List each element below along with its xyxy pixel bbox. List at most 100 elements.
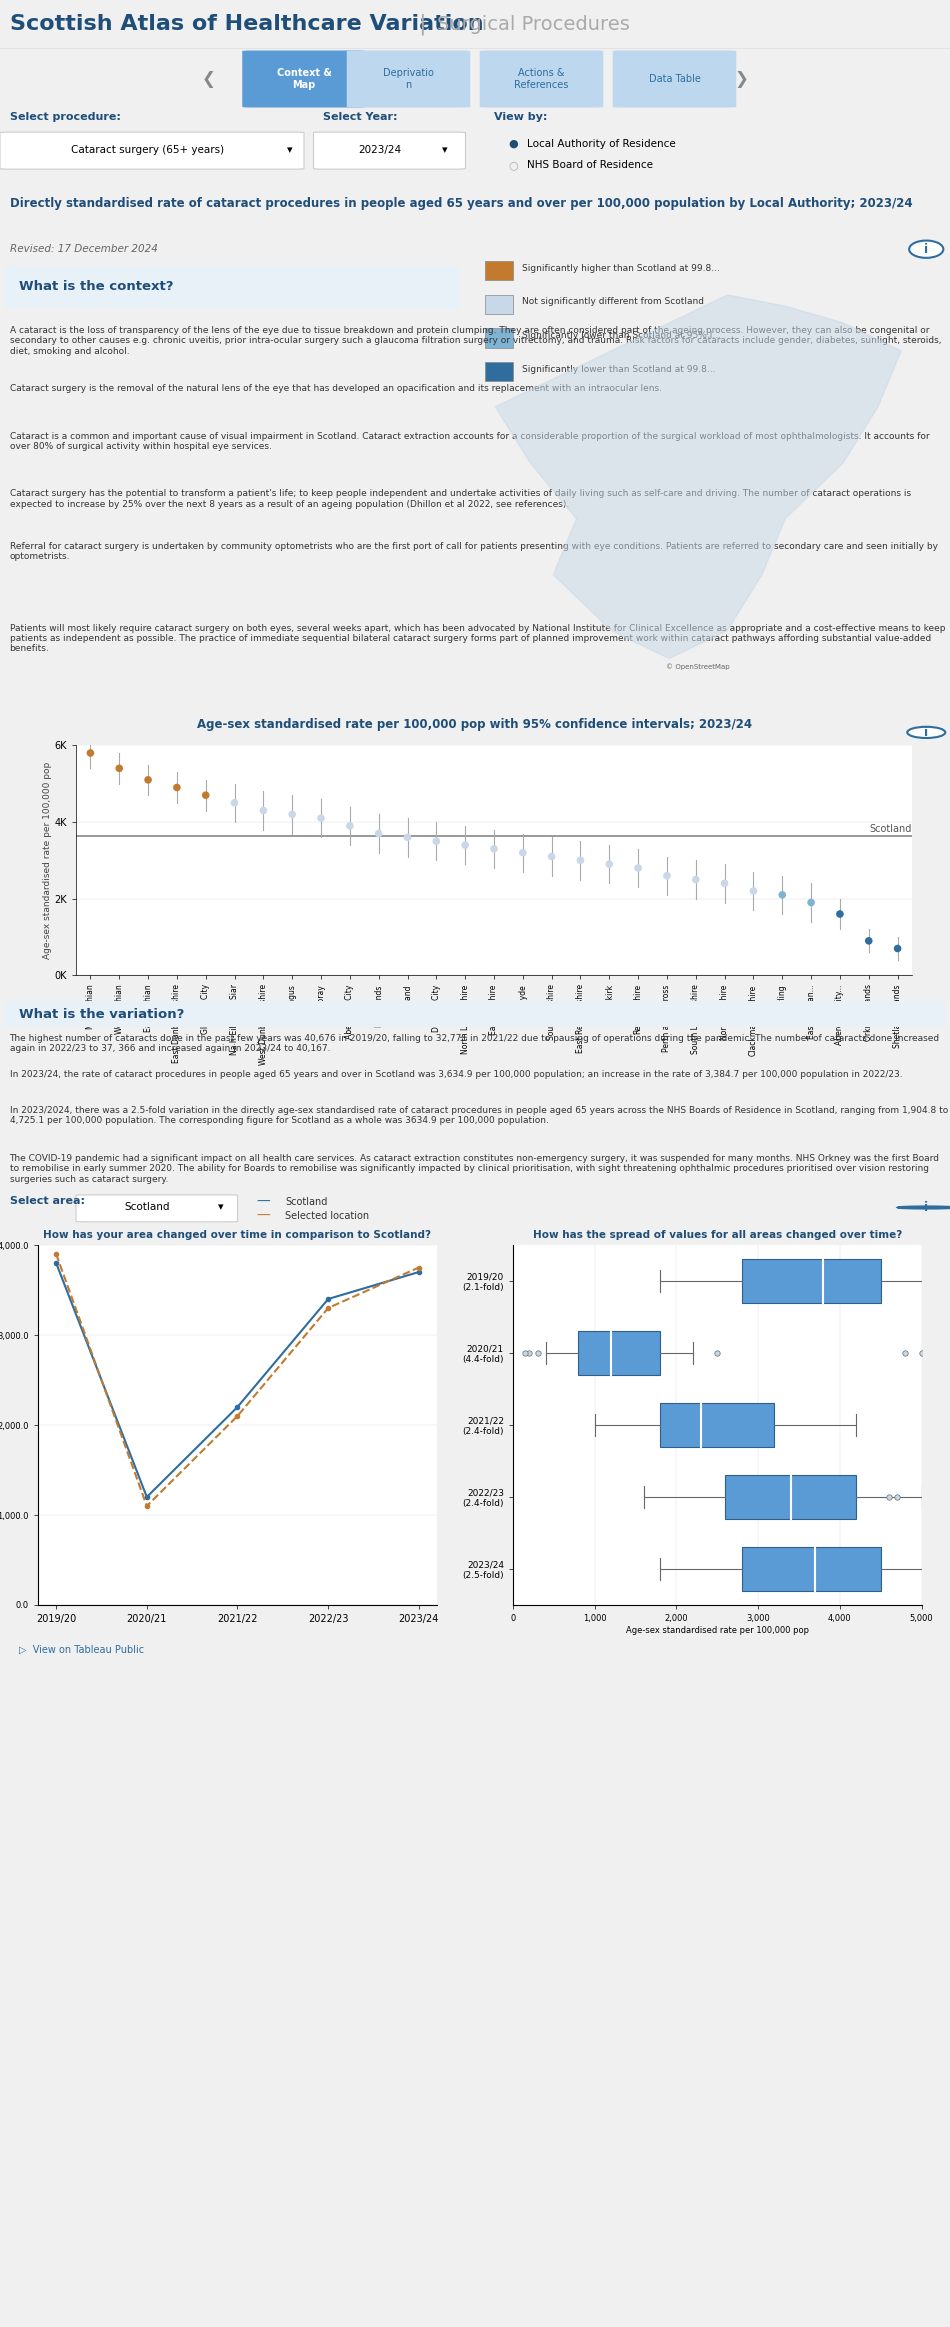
Text: Select area:: Select area: xyxy=(10,1196,85,1205)
Point xyxy=(861,921,876,959)
Text: Data Table: Data Table xyxy=(649,74,700,84)
Text: ▾: ▾ xyxy=(287,144,293,156)
Point xyxy=(314,800,329,838)
FancyBboxPatch shape xyxy=(742,1259,881,1303)
Point xyxy=(256,791,271,828)
FancyBboxPatch shape xyxy=(480,51,603,107)
Text: Scotland: Scotland xyxy=(124,1201,170,1212)
Text: A cataract is the loss of transparency of the lens of the eye due to tissue brea: A cataract is the loss of transparency o… xyxy=(10,326,941,356)
Text: Select procedure:: Select procedure: xyxy=(10,112,121,121)
Text: In 2023/2024, there was a 2.5-fold variation in the directly age-sex standardise: In 2023/2024, there was a 2.5-fold varia… xyxy=(10,1105,948,1126)
Point xyxy=(515,833,530,870)
Y-axis label: Age-sex standardised rate per 100,000 pop: Age-sex standardised rate per 100,000 po… xyxy=(43,761,51,959)
Point xyxy=(285,796,300,833)
Point xyxy=(530,1333,545,1371)
Point xyxy=(717,866,732,903)
Text: Scottish Atlas of Healthcare Variation: Scottish Atlas of Healthcare Variation xyxy=(10,14,484,35)
Text: Directly standardised rate of cataract procedures in people aged 65 years and ov: Directly standardised rate of cataract p… xyxy=(10,198,912,209)
Text: NHS Board of Residence: NHS Board of Residence xyxy=(527,161,654,170)
Text: Context &
Map: Context & Map xyxy=(276,67,332,91)
Text: Local Authority of Residence: Local Authority of Residence xyxy=(527,140,676,149)
Point xyxy=(522,1333,537,1371)
Text: i: i xyxy=(924,1201,928,1215)
FancyBboxPatch shape xyxy=(5,265,461,309)
Text: Cataract surgery (65+ years): Cataract surgery (65+ years) xyxy=(70,144,224,156)
Point xyxy=(882,1478,897,1515)
FancyBboxPatch shape xyxy=(347,51,470,107)
Text: Revised: 17 December 2024: Revised: 17 December 2024 xyxy=(10,244,158,254)
Circle shape xyxy=(907,726,945,738)
Text: ❮: ❮ xyxy=(202,70,216,88)
Text: Scotland: Scotland xyxy=(285,1198,328,1208)
Point xyxy=(400,819,415,856)
Text: ❯: ❯ xyxy=(734,70,748,88)
FancyBboxPatch shape xyxy=(660,1403,774,1447)
Point xyxy=(601,845,617,882)
Text: Significantly lower than Scotland at 99.8...: Significantly lower than Scotland at 99.… xyxy=(522,365,716,375)
Point xyxy=(573,842,588,880)
Text: Scotland: Scotland xyxy=(869,824,912,833)
FancyBboxPatch shape xyxy=(484,363,513,382)
Point xyxy=(169,768,184,805)
Point xyxy=(890,931,905,968)
Point xyxy=(774,877,789,915)
Circle shape xyxy=(909,240,943,258)
Point xyxy=(342,807,357,845)
Point xyxy=(631,849,646,887)
Text: Age-sex standardised rate per 100,000 pop with 95% confidence intervals; 2023/24: Age-sex standardised rate per 100,000 po… xyxy=(198,719,752,731)
FancyBboxPatch shape xyxy=(484,296,513,314)
Point xyxy=(898,1333,913,1371)
Text: Not significantly different from Scotland: Not significantly different from Scotlan… xyxy=(522,298,705,307)
Point xyxy=(227,784,242,821)
Text: Significantly higher than Scotland at 99.8...: Significantly higher than Scotland at 99… xyxy=(522,263,720,272)
Point xyxy=(659,856,674,894)
Text: Cataract is a common and important cause of visual impairment in Scotland. Catar: Cataract is a common and important cause… xyxy=(10,430,929,451)
Text: ▷  View on Tableau Public: ▷ View on Tableau Public xyxy=(19,1645,144,1654)
Text: Deprivatio
n: Deprivatio n xyxy=(383,67,434,91)
Point xyxy=(914,1333,929,1371)
FancyBboxPatch shape xyxy=(5,1001,945,1026)
Text: The COVID-19 pandemic had a significant impact on all health care services. As c: The COVID-19 pandemic had a significant … xyxy=(10,1154,940,1184)
Text: ▾: ▾ xyxy=(218,1201,223,1212)
Text: Cataract surgery is the removal of the natural lens of the eye that has develope: Cataract surgery is the removal of the n… xyxy=(10,384,661,393)
Text: Surgical Procedures: Surgical Procedures xyxy=(437,14,630,33)
Point xyxy=(544,838,560,875)
Point xyxy=(804,884,819,921)
Text: 2023/24: 2023/24 xyxy=(358,144,402,156)
Text: |: | xyxy=(418,14,426,35)
Text: ▾: ▾ xyxy=(442,144,447,156)
Text: —: — xyxy=(256,1210,270,1224)
FancyBboxPatch shape xyxy=(242,51,366,107)
Text: ●: ● xyxy=(508,140,518,149)
FancyBboxPatch shape xyxy=(314,133,466,170)
FancyBboxPatch shape xyxy=(613,51,736,107)
FancyBboxPatch shape xyxy=(726,1475,856,1520)
FancyBboxPatch shape xyxy=(579,1331,660,1375)
FancyBboxPatch shape xyxy=(76,1194,237,1222)
Title: How has the spread of values for all areas changed over time?: How has the spread of values for all are… xyxy=(533,1231,902,1240)
Text: What is the context?: What is the context? xyxy=(19,279,174,293)
Point xyxy=(112,749,127,787)
Point xyxy=(371,814,387,852)
Polygon shape xyxy=(495,296,902,659)
Point xyxy=(889,1478,904,1515)
Point xyxy=(141,761,156,798)
Text: View by:: View by: xyxy=(494,112,547,121)
Text: ○: ○ xyxy=(508,161,518,170)
Title: How has your area changed over time in comparison to Scotland?: How has your area changed over time in c… xyxy=(44,1231,431,1240)
Text: Selected location: Selected location xyxy=(285,1212,370,1222)
Point xyxy=(83,735,98,773)
Text: In 2023/24, the rate of cataract procedures in people aged 65 years and over in : In 2023/24, the rate of cataract procedu… xyxy=(10,1070,902,1080)
Point xyxy=(199,777,214,814)
Point xyxy=(746,873,761,910)
FancyBboxPatch shape xyxy=(484,328,513,347)
Point xyxy=(486,831,502,868)
Point xyxy=(428,821,444,859)
Text: Select Year:: Select Year: xyxy=(323,112,397,121)
Point xyxy=(922,1333,938,1371)
Text: i: i xyxy=(924,726,928,740)
Text: The highest number of cataracts done in the past few years was 40,676 in 2019/20: The highest number of cataracts done in … xyxy=(10,1033,940,1054)
FancyBboxPatch shape xyxy=(0,133,304,170)
Text: Referral for cataract surgery is undertaken by community optometrists who are th: Referral for cataract surgery is underta… xyxy=(10,542,938,561)
FancyBboxPatch shape xyxy=(742,1547,881,1592)
